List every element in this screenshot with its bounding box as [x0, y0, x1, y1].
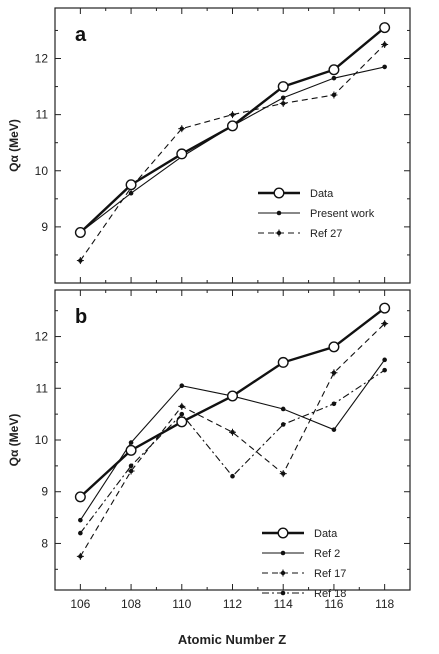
x-tick-label: 112: [223, 597, 242, 611]
data-point: [331, 427, 337, 432]
panel-b: 8 9 10 11 12 106 108 110 112 114 116 118 Qα (MeV) b Da…: [7, 289, 411, 611]
data-point: [125, 179, 137, 191]
series-line-ref-17: [79, 323, 386, 557]
data-point: [128, 440, 134, 445]
data-point: [125, 444, 137, 456]
legend-label: Data: [310, 188, 334, 200]
data-point: [328, 64, 340, 76]
legend-label: Ref 17: [314, 568, 346, 580]
y-tick-label: 10: [35, 164, 49, 178]
legend-label: Ref 18: [314, 588, 346, 600]
data-point: [74, 491, 86, 503]
legend-marker: [273, 187, 285, 199]
legend-label: Present work: [310, 208, 375, 220]
data-point: [178, 402, 186, 410]
x-tick-label: 114: [274, 597, 293, 611]
series-line-data: [79, 307, 386, 498]
y-axis-label: Qα (MeV): [7, 119, 21, 172]
data-point: [226, 120, 238, 132]
data-point: [280, 95, 286, 101]
data-point: [382, 367, 387, 373]
data-point: [382, 357, 387, 363]
x-tick-label: 116: [324, 597, 343, 611]
data-point: [74, 226, 86, 238]
data-point: [78, 517, 83, 523]
y-tick-label: 12: [35, 330, 49, 344]
data-point: [179, 411, 185, 417]
data-point: [76, 552, 84, 560]
data-point: [179, 383, 185, 388]
x-tick-label: 118: [375, 597, 394, 611]
legend-label: Data: [314, 528, 338, 540]
data-point: [229, 428, 236, 436]
data-point: [381, 40, 389, 48]
legend-marker: [277, 527, 289, 539]
panel-letter: a: [75, 24, 87, 46]
data-point: [279, 99, 287, 107]
y-tick-label: 11: [36, 381, 49, 395]
data-point: [330, 369, 338, 377]
data-point: [331, 401, 337, 407]
legend-label: Ref 27: [310, 228, 342, 240]
data-point: [382, 64, 387, 70]
y-tick-label: 12: [35, 52, 49, 66]
legend-label: Ref 2: [314, 548, 340, 560]
legend-marker: [275, 229, 283, 237]
y-tick-label: 11: [36, 108, 49, 122]
y-tick-label: 9: [41, 485, 48, 499]
series-line-ref-2: [79, 359, 386, 521]
data-point: [277, 356, 289, 368]
data-point: [127, 467, 135, 475]
x-tick-label: 108: [121, 597, 141, 611]
data-point: [381, 320, 389, 328]
panel-a: 9 10 11 12 Qα (MeV) a Data Present work Ref 27: [7, 7, 411, 284]
y-tick-label: 10: [35, 433, 49, 447]
data-point: [176, 416, 188, 428]
data-point: [178, 125, 186, 133]
x-axis-label: Atomic Number Z: [178, 632, 286, 647]
data-point: [280, 406, 286, 412]
legend-marker: [280, 550, 286, 556]
x-tick-label: 110: [172, 597, 191, 611]
data-point: [76, 257, 84, 265]
x-tick-label: 106: [70, 597, 90, 611]
legend-marker: [279, 569, 287, 577]
y-tick-label: 8: [41, 536, 48, 550]
data-point: [78, 530, 83, 536]
data-point: [229, 111, 236, 119]
data-point: [328, 341, 340, 353]
data-point: [230, 473, 235, 479]
data-point: [277, 81, 289, 93]
legend-marker: [276, 210, 282, 216]
data-point: [280, 422, 286, 427]
data-point: [176, 148, 188, 160]
legend-marker: [280, 590, 286, 596]
data-point: [128, 463, 134, 469]
data-point: [379, 22, 391, 34]
data-point: [226, 390, 238, 402]
data-point: [379, 302, 391, 314]
data-point: [331, 75, 337, 81]
data-point: [279, 470, 287, 478]
plot-frame: [54, 289, 411, 591]
data-point: [128, 190, 134, 196]
data-point: [330, 91, 338, 99]
y-axis-label: Qα (MeV): [7, 414, 21, 467]
y-tick-label: 9: [41, 220, 48, 234]
panel-letter: b: [75, 306, 87, 328]
